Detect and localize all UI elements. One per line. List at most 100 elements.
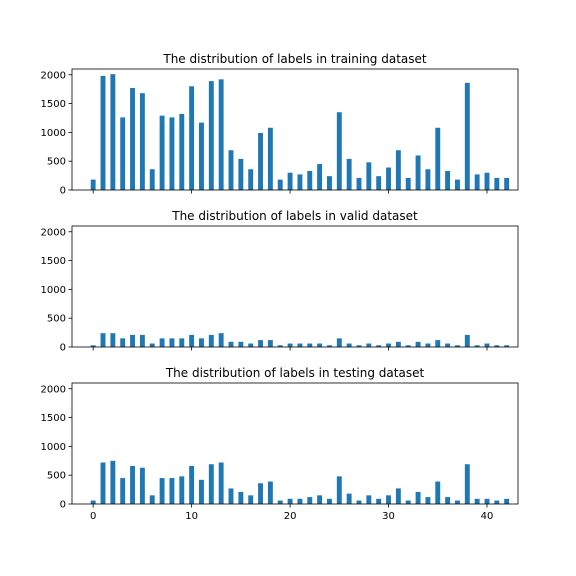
- bar-label-32: [405, 177, 411, 190]
- bar-label-8: [169, 338, 175, 347]
- bar-label-39: [474, 498, 480, 504]
- bar-label-36: [445, 170, 451, 190]
- bar-label-28: [366, 495, 372, 504]
- bar-label-25: [336, 112, 342, 190]
- bar-label-13: [218, 333, 224, 347]
- bar-label-11: [199, 479, 204, 504]
- bar-label-13: [218, 462, 224, 504]
- bar-label-27: [356, 500, 362, 504]
- bar-label-37: [455, 500, 460, 504]
- bar-label-7: [159, 115, 165, 190]
- bar-label-18: [267, 127, 273, 190]
- bar-label-14: [228, 150, 234, 190]
- bar-label-6: [149, 169, 155, 190]
- bar-label-8: [169, 478, 175, 504]
- bar-label-4: [130, 334, 135, 347]
- bar-label-22: [307, 343, 313, 347]
- bar-label-1: [100, 462, 106, 504]
- bar-label-38: [464, 334, 470, 347]
- bar-label-7: [159, 338, 165, 347]
- bar-label-10: [189, 334, 195, 347]
- bar-label-28: [366, 343, 372, 347]
- bar-label-19: [277, 500, 283, 504]
- bar-label-37: [455, 179, 460, 190]
- bar-label-19: [277, 345, 283, 347]
- bar-label-40: [484, 498, 490, 504]
- bar-label-15: [238, 491, 244, 504]
- bar-label-27: [356, 345, 362, 347]
- bar-label-22: [307, 497, 313, 504]
- bar-label-30: [386, 495, 391, 504]
- bar-label-39: [474, 345, 480, 347]
- bar-label-28: [366, 162, 372, 190]
- bar-label-5: [139, 334, 145, 347]
- x-tick-label: 20: [284, 511, 297, 522]
- bar-label-12: [208, 334, 214, 347]
- bar-label-21: [297, 174, 303, 190]
- bar-label-0: [90, 345, 96, 347]
- bar-label-26: [346, 493, 352, 504]
- y-tick-label: 1000: [41, 285, 66, 296]
- bar-label-33: [415, 155, 421, 190]
- bar-label-10: [189, 86, 195, 190]
- bar-label-17: [258, 132, 263, 190]
- bar-label-20: [287, 172, 293, 190]
- bar-label-9: [179, 476, 185, 504]
- bar-label-40: [484, 343, 490, 347]
- y-tick-label: 2000: [41, 227, 66, 238]
- bar-label-41: [494, 345, 500, 347]
- bar-label-0: [90, 500, 96, 504]
- bar-label-36: [445, 343, 451, 347]
- bar-label-4: [130, 88, 135, 190]
- bar-label-23: [317, 343, 323, 347]
- bar-label-35: [435, 127, 441, 190]
- bar-label-21: [297, 343, 303, 347]
- plot-frame: [71, 225, 519, 348]
- bar-label-11: [199, 338, 204, 347]
- chart-title: The distribution of labels in valid data…: [171, 209, 418, 223]
- bar-label-35: [435, 340, 441, 347]
- x-tick-label: 10: [185, 511, 198, 522]
- bar-label-42: [504, 498, 510, 504]
- bar-label-16: [248, 343, 254, 347]
- bar-label-6: [149, 495, 155, 504]
- bar-label-16: [248, 169, 254, 190]
- bar-label-2: [110, 460, 116, 504]
- bar-label-20: [287, 343, 293, 347]
- bar-label-32: [405, 500, 411, 504]
- bar-label-5: [139, 467, 145, 504]
- bar-label-18: [267, 340, 273, 347]
- y-tick-label: 0: [60, 186, 66, 197]
- y-tick-label: 500: [47, 314, 66, 325]
- bar-label-26: [346, 158, 352, 190]
- bar-label-39: [474, 174, 480, 190]
- bar-label-9: [179, 338, 185, 347]
- bar-label-23: [317, 164, 323, 190]
- bar-label-20: [287, 498, 293, 504]
- bar-label-24: [327, 498, 332, 504]
- bar-label-42: [504, 345, 510, 347]
- bar-label-33: [415, 341, 421, 347]
- bar-label-7: [159, 478, 165, 504]
- bar-label-31: [395, 488, 401, 504]
- bar-label-19: [277, 179, 283, 190]
- bar-label-8: [169, 117, 175, 190]
- bar-label-3: [120, 338, 126, 347]
- y-tick-label: 0: [60, 343, 66, 354]
- bar-label-40: [484, 172, 490, 190]
- y-tick-label: 1500: [41, 256, 66, 267]
- bar-label-42: [504, 177, 510, 190]
- y-tick-label: 1500: [41, 413, 66, 424]
- bar-label-29: [376, 176, 382, 190]
- bar-label-6: [149, 343, 155, 347]
- bar-label-9: [179, 113, 185, 190]
- bar-label-25: [336, 338, 342, 347]
- bar-label-25: [336, 476, 342, 504]
- y-tick-label: 2000: [41, 384, 66, 395]
- chart-title: The distribution of labels in testing da…: [165, 366, 425, 380]
- bar-label-4: [130, 465, 135, 504]
- bar-label-41: [494, 500, 500, 504]
- bar-label-2: [110, 74, 116, 190]
- bar-label-3: [120, 478, 126, 504]
